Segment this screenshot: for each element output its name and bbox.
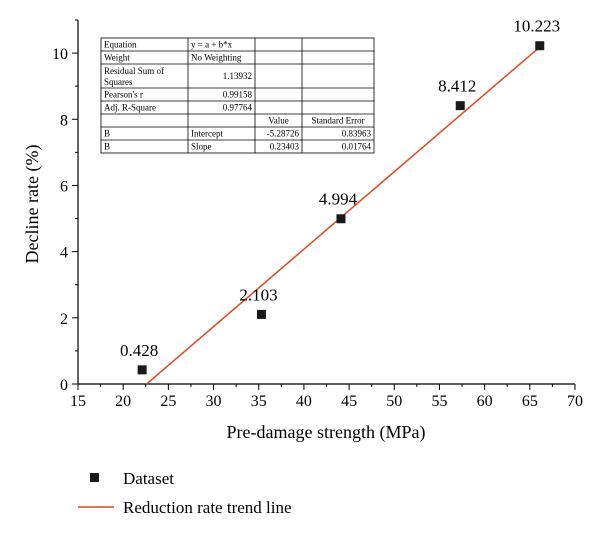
fit-table-cell: y = a + b*x xyxy=(191,40,233,50)
data-points xyxy=(137,41,545,375)
fit-table-cell: Adj. R-Square xyxy=(104,103,156,113)
x-tick-label: 35 xyxy=(251,393,267,410)
fit-table-cell: 0.01764 xyxy=(342,142,372,152)
x-tick-label: 30 xyxy=(206,393,222,410)
fit-table-cell: 0.99158 xyxy=(223,90,253,100)
x-tick-label: 45 xyxy=(341,393,357,410)
fit-table-frame xyxy=(100,37,375,154)
x-axis-title: Pre-damage strength (MPa) xyxy=(227,422,426,443)
fit-table-cell: Weight xyxy=(104,53,130,63)
y-tick-label: 0 xyxy=(60,377,68,394)
data-labels: 0.428 2.103 4.994 8.412 10.223 xyxy=(120,17,560,360)
fit-table-cell: Slope xyxy=(191,142,212,152)
data-point xyxy=(336,214,346,224)
legend-trend-label: Reduction rate trend line xyxy=(123,498,292,517)
fit-table-cell: -5.28726 xyxy=(267,129,300,139)
fit-table-cell: Pearson's r xyxy=(104,90,143,100)
x-tick-label: 50 xyxy=(386,393,402,410)
y-tick-label: 8 xyxy=(60,112,68,129)
x-ticks: 15 20 25 30 35 40 45 50 55 60 65 70 xyxy=(70,384,583,410)
data-label: 8.412 xyxy=(438,77,476,96)
fit-table-cell: Equation xyxy=(104,40,137,50)
x-tick-label: 20 xyxy=(115,393,131,410)
fit-table-cell: B xyxy=(104,129,110,139)
legend: Dataset Reduction rate trend line xyxy=(78,469,292,517)
data-point xyxy=(137,365,147,375)
fit-table-cell: No Weighting xyxy=(191,53,242,63)
x-tick-label: 65 xyxy=(522,393,538,410)
data-point xyxy=(455,101,465,111)
fit-table-cell: Standard Error xyxy=(311,116,364,126)
fit-table-cell: 0.83963 xyxy=(342,129,372,139)
y-ticks: 0 2 4 6 8 10 xyxy=(52,19,78,394)
fit-table-cell: 0.23403 xyxy=(270,142,300,152)
fit-table-cell: Intercept xyxy=(191,129,223,139)
fit-table-cell: Residual Sum of Squares xyxy=(104,66,164,87)
y-tick-label: 2 xyxy=(60,311,68,328)
x-tick-label: 60 xyxy=(477,393,493,410)
data-point xyxy=(256,309,266,319)
y-tick-label: 4 xyxy=(60,245,68,262)
x-tick-label: 15 xyxy=(70,393,86,410)
legend-dataset-label: Dataset xyxy=(123,469,174,488)
fit-table-cell: 1.13932 xyxy=(223,71,252,81)
fit-table-cell: Value xyxy=(268,116,289,126)
fit-table-cell-line: Residual Sum of xyxy=(104,66,164,76)
data-label: 10.223 xyxy=(513,17,560,36)
fit-table-cell: B xyxy=(104,142,110,152)
y-tick-label: 6 xyxy=(60,178,68,195)
fit-table-cell: 0.97764 xyxy=(223,103,253,113)
data-label: 2.103 xyxy=(239,285,277,304)
x-tick-label: 55 xyxy=(431,393,447,410)
x-tick-label: 25 xyxy=(160,393,176,410)
fit-table: Equation y = a + b*x Weight No Weighting Res… xyxy=(100,37,375,154)
x-tick-label: 70 xyxy=(567,393,583,410)
y-tick-label: 10 xyxy=(52,46,68,63)
x-tick-label: 40 xyxy=(296,393,312,410)
fit-table-cell-line: Squares xyxy=(104,77,133,87)
data-label: 0.428 xyxy=(120,341,158,360)
y-axis-title: Decline rate (%) xyxy=(22,145,43,264)
legend-dataset-marker xyxy=(90,473,99,482)
data-label: 4.994 xyxy=(319,190,358,209)
data-point xyxy=(535,41,545,51)
